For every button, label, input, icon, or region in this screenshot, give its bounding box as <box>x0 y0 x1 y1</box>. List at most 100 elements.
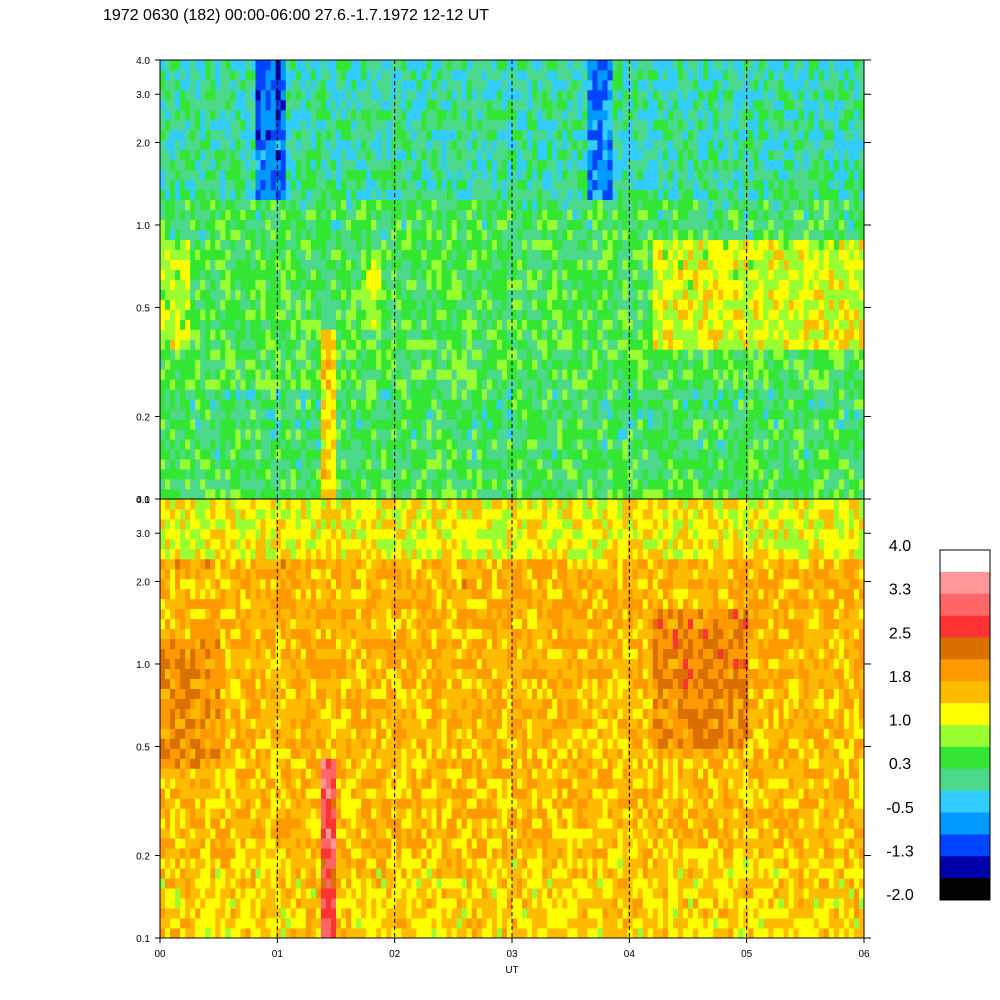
heatmap-cell <box>265 329 272 340</box>
heatmap-cell <box>200 459 206 470</box>
heatmap-cell <box>537 399 543 410</box>
heatmap-cell <box>406 179 412 191</box>
heatmap-cell <box>456 439 463 450</box>
heatmap-cell <box>265 129 272 141</box>
heatmap-cell <box>300 109 307 121</box>
heatmap-cell <box>386 289 392 300</box>
heatmap-cell <box>305 89 312 101</box>
heatmap-cell <box>330 269 337 280</box>
heatmap-cell <box>270 259 277 270</box>
heatmap-cell <box>205 159 211 171</box>
heatmap-cell <box>220 379 226 390</box>
heatmap-cell <box>305 279 312 290</box>
heatmap-cell <box>190 369 196 380</box>
heatmap-cell <box>441 389 448 400</box>
heatmap-cell <box>185 269 191 280</box>
heatmap-cell <box>718 249 724 260</box>
heatmap-cell <box>567 309 573 320</box>
heatmap-cell <box>330 79 337 91</box>
heatmap-cell <box>330 60 337 71</box>
heatmap-cell <box>677 139 684 151</box>
heatmap-cell <box>501 369 508 380</box>
heatmap-cell <box>718 369 724 380</box>
heatmap-cell <box>728 359 734 370</box>
heatmap-cell <box>361 279 367 290</box>
heatmap-cell <box>351 299 357 310</box>
heatmap-cell <box>527 389 533 400</box>
heatmap-cell <box>320 279 327 290</box>
heatmap-cell <box>356 129 362 141</box>
heatmap-cell <box>622 429 629 440</box>
heatmap-cell <box>677 359 684 370</box>
heatmap-cell <box>310 389 317 400</box>
heatmap-cell <box>280 379 287 390</box>
heatmap-cell <box>195 159 201 171</box>
heatmap-cell <box>622 179 629 191</box>
heatmap-cell <box>175 339 181 350</box>
heatmap-cell <box>336 149 342 161</box>
heatmap-cell <box>190 299 196 310</box>
heatmap-cell <box>682 379 689 390</box>
heatmap-cell <box>351 429 357 440</box>
heatmap-cell <box>542 289 548 300</box>
heatmap-cell <box>461 169 468 181</box>
heatmap-cell <box>496 399 503 410</box>
heatmap-cell <box>652 359 659 370</box>
heatmap-cell <box>300 99 307 111</box>
heatmap-cell <box>305 479 312 490</box>
heatmap-cell <box>205 379 211 390</box>
heatmap-cell <box>517 309 523 320</box>
heatmap-cell <box>396 239 402 250</box>
heatmap-cell <box>627 99 634 111</box>
heatmap-cell <box>647 359 654 370</box>
heatmap-cell <box>632 99 639 111</box>
heatmap-cell <box>265 169 272 181</box>
heatmap-cell <box>542 479 548 490</box>
heatmap-cell <box>632 119 639 131</box>
heatmap-cell <box>461 459 468 470</box>
heatmap-cell <box>235 149 241 161</box>
heatmap-cell <box>270 189 277 201</box>
heatmap-cell <box>466 189 473 201</box>
heatmap-cell <box>657 119 664 131</box>
heatmap-cell <box>657 469 664 480</box>
heatmap-cell <box>512 329 518 340</box>
heatmap-cell <box>552 329 558 340</box>
heatmap-cell <box>320 269 327 280</box>
heatmap-cell <box>371 60 377 71</box>
heatmap-cell <box>235 279 241 290</box>
heatmap-cell <box>446 409 453 420</box>
heatmap-cell <box>250 139 256 151</box>
heatmap-cell <box>723 169 729 181</box>
heatmap-cell <box>195 189 201 201</box>
heatmap-cell <box>406 419 412 430</box>
heatmap-cell <box>552 60 558 71</box>
heatmap-cell <box>451 449 458 460</box>
heatmap-cell <box>336 259 342 270</box>
heatmap-cell <box>572 479 578 490</box>
heatmap-cell <box>386 169 392 181</box>
heatmap-cell <box>235 439 241 450</box>
heatmap-cell <box>195 399 201 410</box>
heatmap-cell <box>486 349 493 360</box>
heatmap-cell <box>431 409 437 420</box>
heatmap-cell <box>597 289 603 300</box>
heatmap-cell <box>210 359 216 370</box>
heatmap-cell <box>456 99 463 111</box>
heatmap-cell <box>456 279 463 290</box>
heatmap-cell <box>517 439 523 450</box>
heatmap-cell <box>572 199 578 211</box>
heatmap-cell <box>371 409 377 420</box>
heatmap-cell <box>401 419 407 430</box>
heatmap-cell <box>366 209 372 221</box>
heatmap-cell <box>180 269 186 280</box>
heatmap-cell <box>496 369 503 380</box>
heatmap-cell <box>632 409 639 420</box>
heatmap-cell <box>501 449 508 460</box>
heatmap-cell <box>356 69 362 81</box>
heatmap-cell <box>562 139 568 151</box>
heatmap-cell <box>245 60 251 71</box>
heatmap-cell <box>235 269 241 280</box>
heatmap-cell <box>170 139 176 151</box>
heatmap-cell <box>195 279 201 290</box>
